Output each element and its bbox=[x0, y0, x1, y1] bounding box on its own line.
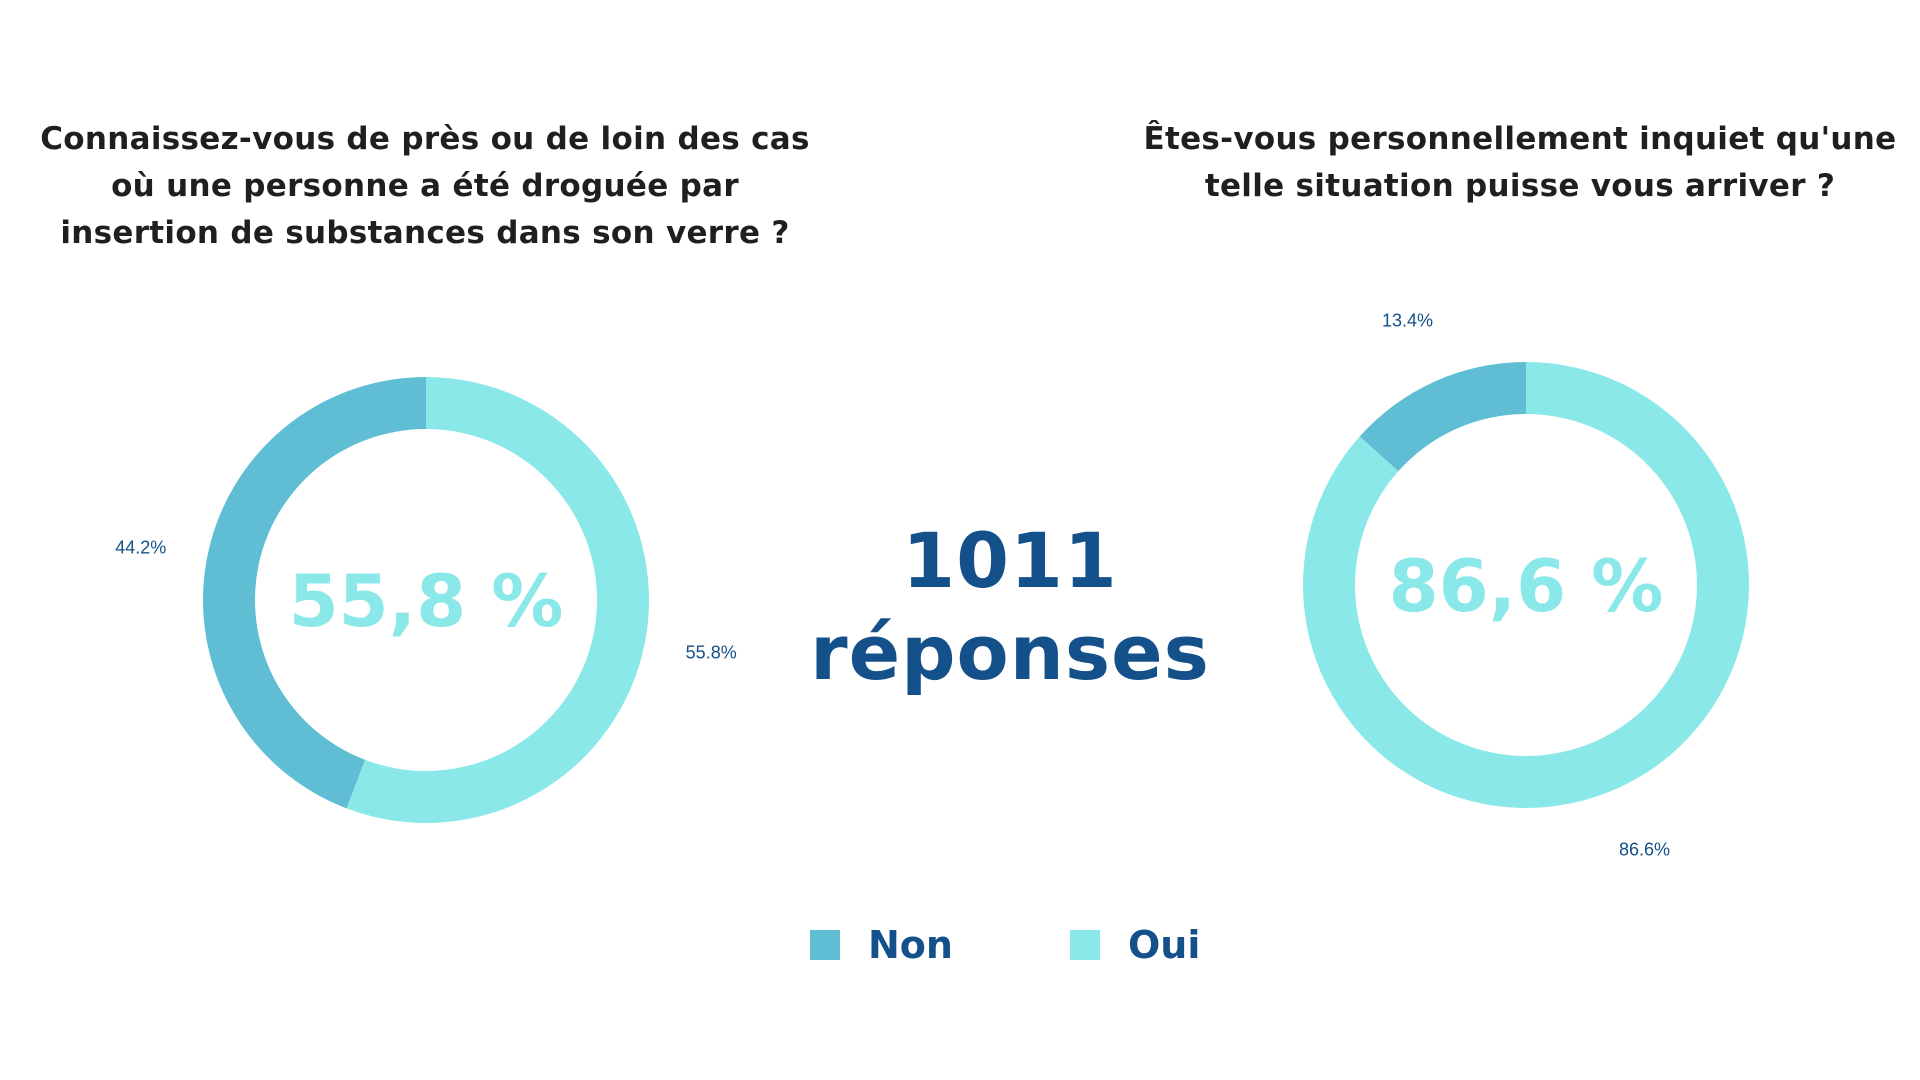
chart-title-left: Connaissez-vous de près ou de loin des c… bbox=[40, 121, 810, 251]
legend-item-non: Non bbox=[810, 920, 953, 970]
total-responses: 1011 réponses bbox=[780, 515, 1240, 699]
center-percentage: 86,6 % bbox=[1389, 544, 1664, 628]
donut-chart-left: 55.8% 44.2% 55,8 % bbox=[115, 377, 737, 823]
legend-label-non: Non bbox=[868, 923, 953, 967]
slice-label-non: 13.4% bbox=[1382, 310, 1433, 330]
legend-item-oui: Oui bbox=[1070, 920, 1200, 970]
donut-slice-oui bbox=[346, 377, 649, 823]
slice-label-oui: 55.8% bbox=[686, 643, 737, 663]
legend-swatch-non bbox=[810, 930, 840, 960]
center-percentage: 55,8 % bbox=[289, 559, 564, 643]
total-count: 1011 bbox=[902, 516, 1118, 605]
donut-slice-non bbox=[1359, 362, 1526, 472]
legend: Non Oui bbox=[0, 920, 1920, 970]
slice-label-oui: 86.6% bbox=[1619, 840, 1670, 860]
chart-title-right: Êtes-vous personnellement inquiet qu'une… bbox=[1143, 121, 1897, 204]
donut-chart-right: 86.6% 13.4% 86,6 % bbox=[1303, 310, 1750, 860]
donut-slice-non bbox=[202, 377, 426, 809]
legend-label-oui: Oui bbox=[1128, 923, 1201, 967]
slice-label-non: 44.2% bbox=[115, 537, 166, 557]
legend-swatch-oui bbox=[1070, 930, 1100, 960]
total-label: réponses bbox=[810, 608, 1210, 697]
